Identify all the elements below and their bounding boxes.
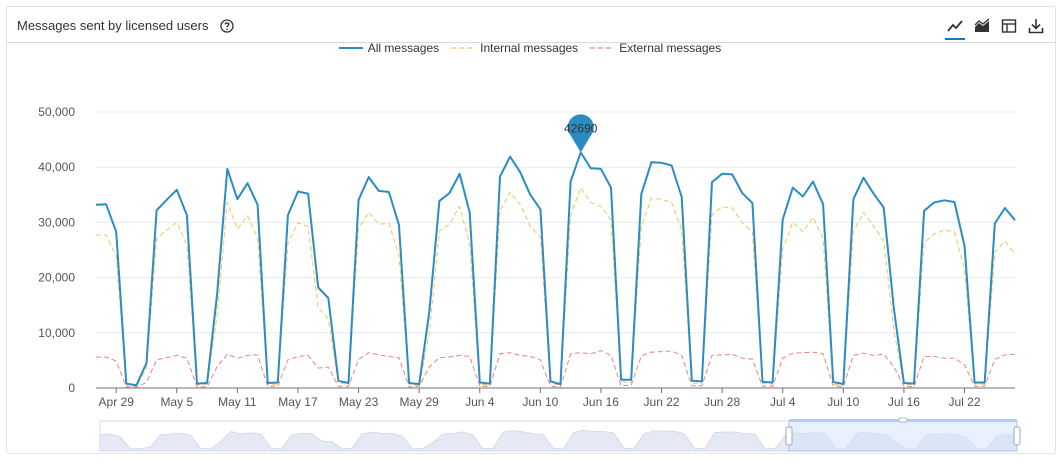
zoom-move-handle[interactable] — [898, 417, 908, 423]
legend-swatch-internal — [451, 47, 476, 49]
x-tick-label: Jun 10 — [522, 395, 558, 409]
x-tick-label: Jul 22 — [948, 395, 980, 409]
x-tick-label: May 11 — [218, 395, 257, 409]
chart-toolbar — [945, 17, 1045, 40]
legend-item-all[interactable]: All messages — [338, 39, 440, 57]
zoom-handle-right[interactable] — [1013, 426, 1021, 446]
x-tick-label: May 5 — [160, 395, 193, 409]
series-line-all — [95, 151, 1016, 387]
legend-label-internal: Internal messages — [480, 41, 579, 55]
download-icon — [1028, 19, 1044, 34]
area-chart-icon — [974, 18, 990, 32]
legend-swatch-all — [338, 47, 363, 49]
zoom-handle-left[interactable] — [785, 426, 793, 446]
marker-pin-label: 42690 — [564, 121, 598, 135]
card-header: Messages sent by licensed users — [7, 7, 1055, 43]
zoom-slider-selection[interactable] — [788, 420, 1018, 452]
download-button[interactable] — [1027, 17, 1045, 35]
y-tick-label: 0 — [68, 381, 75, 395]
x-tick-label: Jun 4 — [465, 395, 495, 409]
legend-label-all: All messages — [367, 41, 440, 55]
chart-title: Messages sent by licensed users — [17, 18, 209, 33]
x-tick-label: Jun 28 — [704, 395, 740, 409]
y-tick-label: 20,000 — [38, 271, 75, 285]
series-line-external — [96, 350, 1016, 388]
x-tick-label: May 29 — [399, 395, 439, 409]
marker-pin — [567, 114, 594, 153]
legend-swatch-external — [590, 47, 615, 49]
x-tick-label: Apr 29 — [99, 395, 135, 409]
x-tick-label: Jul 16 — [888, 395, 920, 409]
chart-legend: All messages Internal messages External … — [0, 39, 1060, 57]
x-tick-label: Jul 4 — [770, 395, 796, 409]
help-circle-icon[interactable] — [220, 19, 234, 33]
x-tick-label: Jun 22 — [644, 395, 680, 409]
table-view-button[interactable] — [1000, 17, 1018, 35]
x-tick-label: Jun 16 — [583, 395, 619, 409]
y-tick-label: 40,000 — [38, 160, 75, 174]
y-tick-label: 10,000 — [38, 326, 75, 340]
x-tick-label: May 23 — [339, 395, 379, 409]
x-tick-label: May 17 — [278, 395, 318, 409]
line-chart-icon — [947, 20, 963, 32]
legend-item-internal[interactable]: Internal messages — [451, 39, 578, 57]
series-line-internal — [96, 187, 1016, 387]
line-chart-button[interactable] — [945, 17, 965, 40]
legend-item-external[interactable]: External messages — [590, 39, 721, 57]
area-chart-button[interactable] — [973, 17, 991, 35]
legend-label-external: External messages — [619, 41, 722, 55]
y-tick-label: 50,000 — [38, 105, 75, 119]
x-tick-label: Jul 10 — [827, 395, 859, 409]
y-tick-label: 30,000 — [38, 215, 75, 229]
chart-card: Messages sent by licensed users — [6, 6, 1056, 454]
table-icon — [1001, 19, 1017, 33]
